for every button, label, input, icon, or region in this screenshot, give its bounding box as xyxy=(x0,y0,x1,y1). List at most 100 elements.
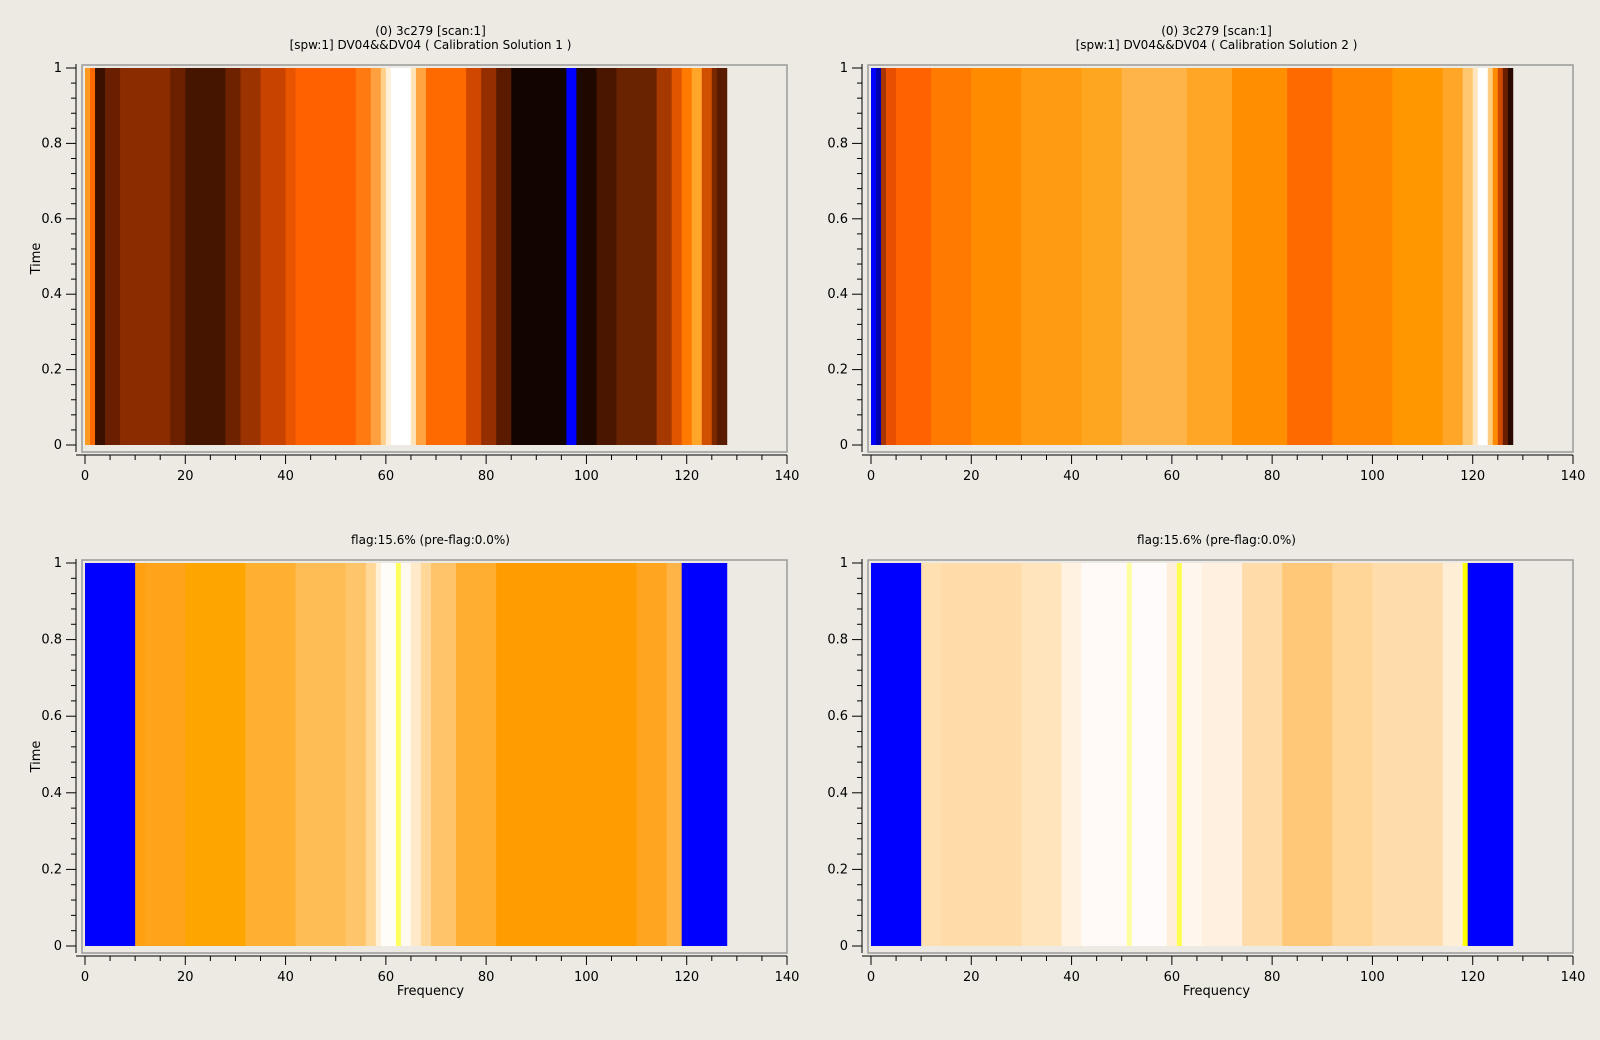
x-tick-label: 100 xyxy=(574,970,599,985)
heatmap-band xyxy=(1242,563,1283,946)
x-axis-label: Frequency xyxy=(397,984,464,999)
y-tick-label: 0.4 xyxy=(41,786,62,801)
heatmap-band xyxy=(370,68,382,445)
y-tick-label: 1 xyxy=(840,556,848,571)
x-tick-label: 100 xyxy=(1360,469,1385,484)
x-tick-label: 0 xyxy=(81,970,89,985)
x-tick-label: 80 xyxy=(478,970,495,985)
y-tick-label: 0.8 xyxy=(827,633,848,648)
heatmap-band xyxy=(295,68,357,445)
x-tick-label: 20 xyxy=(963,970,980,985)
x-tick-label: 60 xyxy=(378,469,395,484)
x-tick-label: 140 xyxy=(1561,970,1586,985)
heatmap-band xyxy=(420,563,432,946)
heatmap-band xyxy=(576,68,597,445)
y-tick-label: 0.2 xyxy=(41,363,62,378)
plot-subtitle: [spw:1] DV04&&DV04 ( Calibration Solutio… xyxy=(1076,38,1358,52)
heatmap-band xyxy=(1442,68,1464,445)
heatmap-band xyxy=(1181,563,1203,946)
heatmap-band xyxy=(365,563,377,946)
x-tick-label: 60 xyxy=(1164,469,1181,484)
plot-panel-top-right: 0 0.2 0.4 0.6 0.8 1 0 20 40 60 80 100 120 140 (0) 3c27… xyxy=(827,24,1585,484)
heatmap-band xyxy=(105,68,121,445)
heatmap-band xyxy=(496,68,512,445)
y-tick-label: 1 xyxy=(54,61,62,76)
x-tick-label: 60 xyxy=(378,970,395,985)
heatmap-band xyxy=(681,563,728,946)
heatmap-band xyxy=(380,68,387,445)
heatmap-band xyxy=(1121,68,1188,445)
heatmap-band xyxy=(395,563,402,946)
x-tick-label: 60 xyxy=(1164,970,1181,985)
heatmap-band xyxy=(295,563,347,946)
y-tick-label: 0.4 xyxy=(827,786,848,801)
heatmap-band xyxy=(1201,563,1243,946)
heatmap-band xyxy=(390,68,412,445)
heatmap-band xyxy=(1131,563,1168,946)
heatmap-band xyxy=(691,68,703,445)
x-tick-label: 120 xyxy=(1460,469,1485,484)
x-tick-label: 40 xyxy=(1063,469,1080,484)
x-tick-label: 140 xyxy=(1561,469,1586,484)
heatmap-band xyxy=(1332,563,1373,946)
heatmap-band xyxy=(260,68,286,445)
heatmap-band xyxy=(85,68,91,445)
heatmap-band xyxy=(1126,563,1133,946)
heatmap-band xyxy=(931,68,972,445)
plot-panel-bottom-left: 0 0.2 0.4 0.6 0.8 1 0 20 40 60 80 100 120 140 flag:15.… xyxy=(29,533,799,999)
heatmap-band xyxy=(145,563,186,946)
heatmap-band xyxy=(896,68,932,445)
x-tick-label: 20 xyxy=(177,970,194,985)
y-tick-label: 1 xyxy=(840,61,848,76)
x-tick-label: 120 xyxy=(674,970,699,985)
heatmap-band xyxy=(380,563,397,946)
heatmap-band xyxy=(410,68,417,445)
x-tick-label: 140 xyxy=(775,469,800,484)
heatmap-band xyxy=(285,68,296,445)
heatmap-band xyxy=(345,563,367,946)
x-tick-label: 20 xyxy=(177,469,194,484)
heatmap-band xyxy=(240,68,261,445)
y-tick-label: 0.6 xyxy=(41,212,62,227)
x-tick-label: 80 xyxy=(1264,970,1281,985)
heatmap-band xyxy=(1332,68,1393,445)
heatmap-band xyxy=(400,563,412,946)
x-tick-label: 20 xyxy=(963,469,980,484)
y-tick-label: 0 xyxy=(840,939,848,954)
y-tick-label: 0.2 xyxy=(827,862,848,877)
y-tick-label: 0 xyxy=(54,939,62,954)
heatmap-band xyxy=(656,68,673,445)
heatmap-band xyxy=(1502,68,1509,445)
heatmap-band xyxy=(245,563,296,946)
plot-panel-bottom-right: 0 0.2 0.4 0.6 0.8 1 0 20 40 60 80 100 120 140 flag:15.… xyxy=(827,533,1585,999)
y-tick-label: 0.6 xyxy=(827,212,848,227)
x-tick-label: 40 xyxy=(277,970,294,985)
heatmap-band xyxy=(1166,563,1178,946)
x-tick-label: 0 xyxy=(867,469,875,484)
heatmap-band xyxy=(666,563,683,946)
heatmap-band xyxy=(415,68,427,445)
x-tick-label: 40 xyxy=(277,469,294,484)
y-tick-label: 0.4 xyxy=(41,287,62,302)
x-tick-label: 40 xyxy=(1063,970,1080,985)
heatmap-band xyxy=(1462,68,1474,445)
heatmap-band xyxy=(1287,68,1333,445)
heatmap-band xyxy=(1487,68,1494,445)
x-tick-label: 80 xyxy=(1264,469,1281,484)
y-axis-label: Time xyxy=(29,741,44,774)
heatmap-band xyxy=(466,68,482,445)
heatmap-band xyxy=(410,563,422,946)
x-tick-label: 100 xyxy=(1360,970,1385,985)
heatmap-band xyxy=(225,68,241,445)
heatmap-band xyxy=(120,68,171,445)
plot-title: flag:15.6% (pre-flag:0.0%) xyxy=(351,533,510,547)
heatmap-band xyxy=(1462,563,1469,946)
plot-panel-top-left: 0 0.2 0.4 0.6 0.8 1 0 20 40 60 80 100 120 140 (0) 3c27… xyxy=(29,24,799,484)
heatmap-band xyxy=(170,68,186,445)
heatmap-band xyxy=(671,68,683,445)
plot-title: (0) 3c279 [scan:1] xyxy=(1161,24,1272,38)
heatmap-band xyxy=(566,68,577,445)
heatmap-band xyxy=(1497,68,1504,445)
